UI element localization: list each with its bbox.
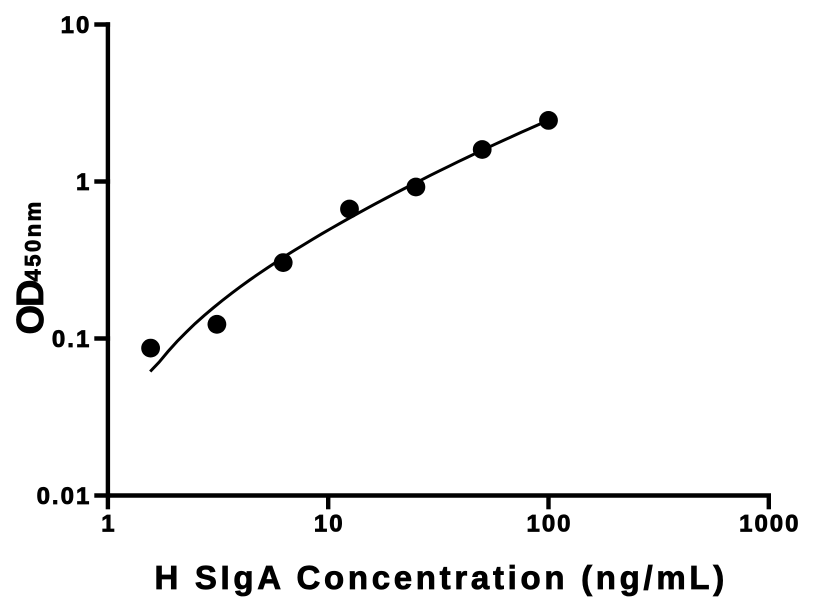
svg-text:1: 1 [101,510,116,537]
svg-text:1: 1 [76,169,91,196]
svg-text:10: 10 [314,510,345,537]
svg-text:1000: 1000 [739,510,800,537]
svg-text:0.1: 0.1 [52,326,91,353]
svg-text:10: 10 [61,12,92,39]
svg-text:0.01: 0.01 [37,483,92,510]
svg-text:100: 100 [526,510,572,537]
svg-text:H SIgA Concentration (ng/mL): H SIgA Concentration (ng/mL) [154,559,728,596]
